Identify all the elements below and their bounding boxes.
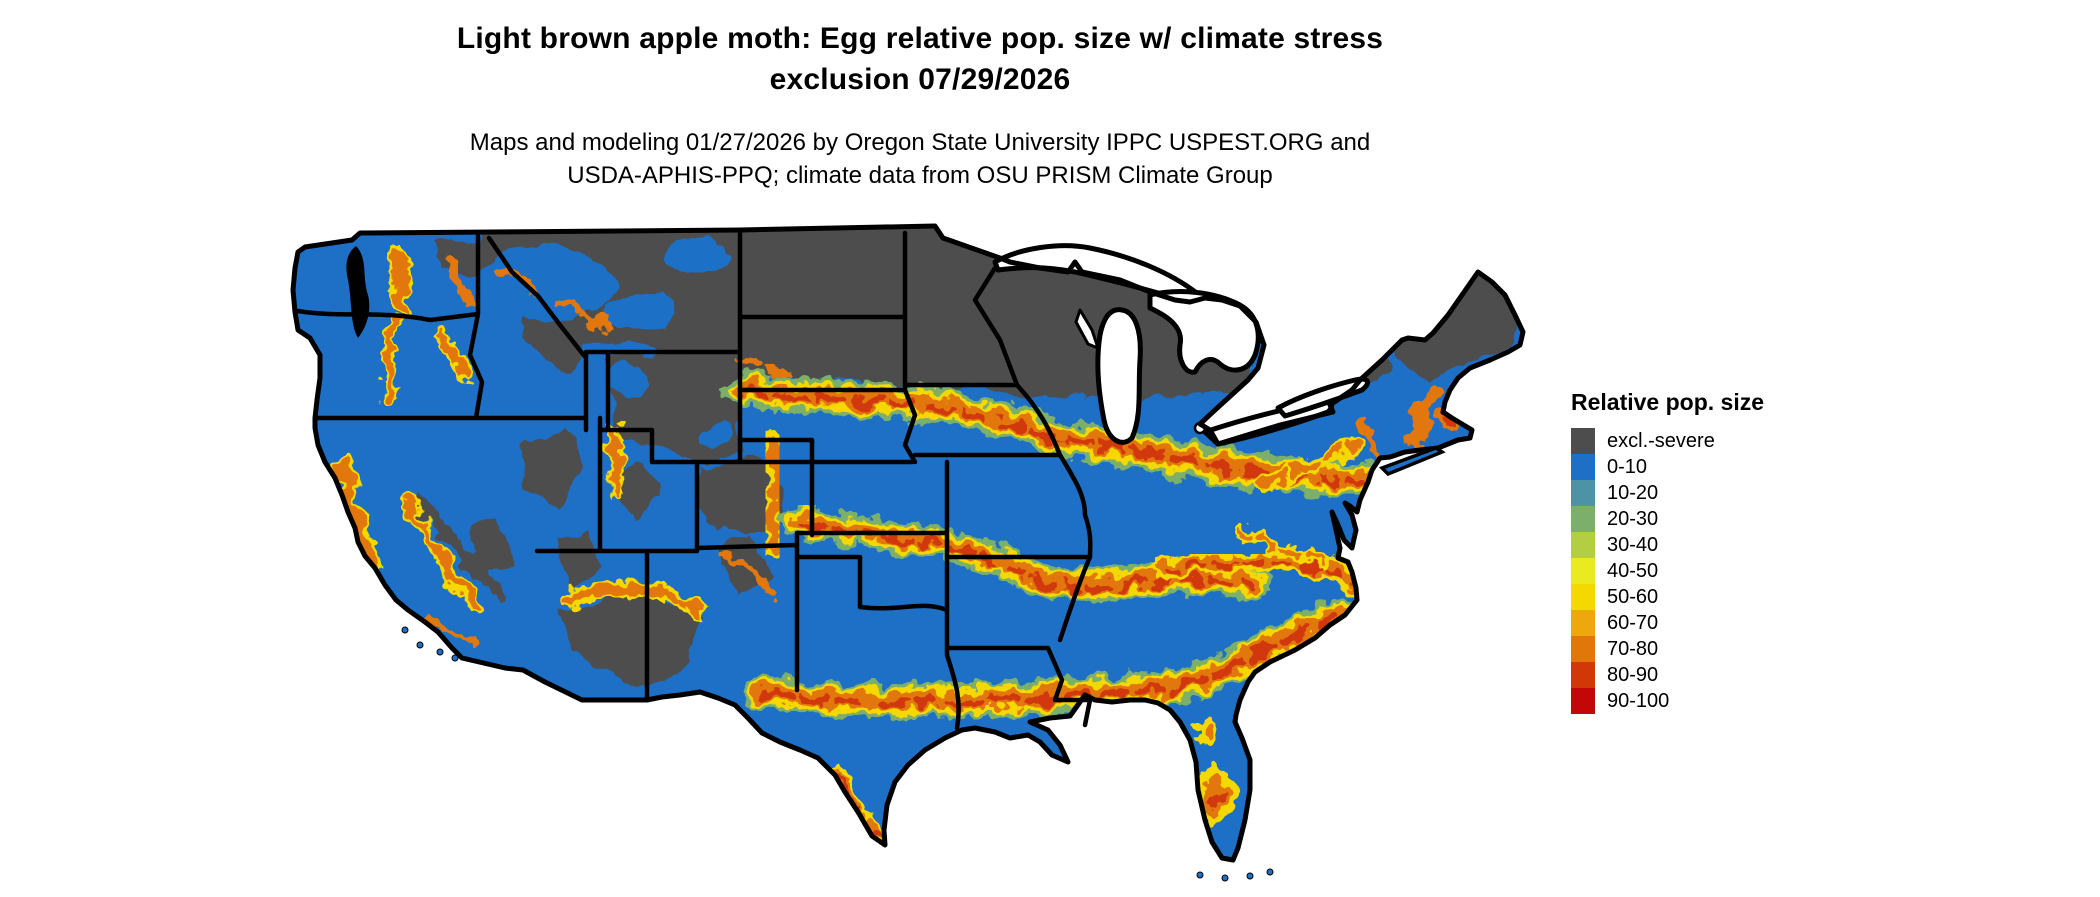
legend-label: 70-80 — [1607, 638, 1659, 660]
map-credits: Maps and modeling 01/27/2026 by Oregon S… — [220, 126, 1620, 192]
legend-swatch — [1571, 636, 1595, 662]
band-front-range — [758, 432, 787, 558]
title-line-2: exclusion 07/29/2026 — [769, 63, 1071, 96]
credit-line-1: Maps and modeling 01/27/2026 by Oregon S… — [469, 129, 1371, 156]
legend-swatch — [1571, 610, 1595, 636]
map-legend: Relative pop. size excl.-severe 0-10 10-20… — [1571, 390, 1831, 714]
exclusion-region-arizona-mogollon — [560, 590, 700, 688]
exclusion-region-sierra-crest — [410, 490, 510, 603]
legend-item: 30-40 — [1571, 532, 1831, 558]
legend-swatch — [1571, 480, 1595, 506]
legend-title: Relative pop. size — [1571, 389, 1765, 415]
legend-label: 90-100 — [1607, 690, 1670, 712]
title-line-1: Light brown apple moth: Egg relative pop… — [456, 22, 1384, 55]
lake-ontario — [1275, 376, 1371, 419]
legend-swatch — [1571, 558, 1595, 584]
legend-label: excl.-severe — [1607, 430, 1715, 452]
band-virginia-carolina — [1149, 550, 1367, 601]
legend-item: excl.-severe — [1571, 428, 1831, 454]
islands — [401, 626, 1274, 882]
legend-swatch — [1571, 428, 1595, 454]
legend-label: 20-30 — [1607, 508, 1659, 530]
long-island — [1378, 446, 1446, 477]
legend-label: 50-60 — [1607, 586, 1659, 608]
lake-michigan — [1095, 307, 1143, 445]
puget-sound — [346, 246, 370, 338]
band-ozark-midsouth — [784, 506, 1271, 603]
exclusion-region-maine-new-england — [1390, 272, 1523, 380]
legend-swatch — [1571, 584, 1595, 610]
legend-item: 50-60 — [1571, 584, 1831, 610]
great-lakes — [992, 243, 1371, 447]
legend-label: 0-10 — [1607, 456, 1648, 478]
legend-label: 10-20 — [1607, 482, 1659, 504]
legend-item: 60-70 — [1571, 610, 1831, 636]
band-west-streaks — [333, 245, 794, 646]
credit-line-2: USDA-APHIS-PPQ; climate data from OSU PR… — [567, 162, 1273, 189]
legend-swatch — [1571, 506, 1595, 532]
page-title: Light brown apple moth: Egg relative pop… — [220, 18, 1620, 100]
legend-label: 80-90 — [1607, 664, 1659, 686]
legend-item: 40-50 — [1571, 558, 1831, 584]
legend-label: 60-70 — [1607, 612, 1659, 634]
legend-item: 20-30 — [1571, 506, 1831, 532]
legend-item: 90-100 — [1571, 688, 1831, 714]
legend-label: 40-50 — [1607, 560, 1659, 582]
montana-blue-mottling — [480, 237, 738, 443]
legend-swatch — [1571, 532, 1595, 558]
legend-item: 80-90 — [1571, 662, 1831, 688]
exclusion-region-nevada-1 — [520, 435, 585, 505]
band-appalachians-northeast — [1234, 388, 1439, 568]
legend-items: excl.-severe 0-10 10-20 20-30 30-40 40-50 50-6… — [1571, 428, 1831, 714]
legend-item: 10-20 — [1571, 480, 1831, 506]
legend-swatch — [1571, 662, 1595, 688]
exclusion-region-nevada-3 — [555, 528, 602, 588]
legend-item: 70-80 — [1571, 636, 1831, 662]
green-bay — [1074, 308, 1100, 350]
band-northern-plains — [727, 372, 1378, 497]
legend-item: 0-10 — [1571, 454, 1831, 480]
legend-label: 30-40 — [1607, 534, 1659, 556]
exclusion-region-nevada-2 — [470, 515, 512, 572]
legend-swatch — [1571, 454, 1595, 480]
legend-swatch — [1571, 688, 1595, 714]
population-bands — [333, 245, 1459, 851]
